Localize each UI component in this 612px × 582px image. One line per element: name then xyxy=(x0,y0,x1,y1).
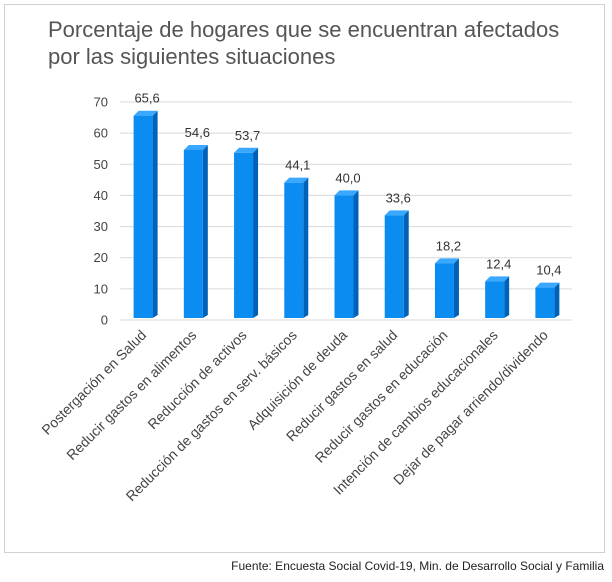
bar-side xyxy=(504,276,510,318)
bar-side xyxy=(403,210,409,318)
y-tick-label: 30 xyxy=(94,219,108,234)
bar-side xyxy=(353,190,359,318)
bar-side xyxy=(152,110,158,319)
bar-top xyxy=(284,177,309,183)
x-tick-label: Adquisición de deuda xyxy=(244,327,350,433)
bar xyxy=(234,152,254,318)
bar-top xyxy=(183,144,208,150)
y-tick-label: 60 xyxy=(94,126,108,141)
source-note: Fuente: Encuesta Social Covid-19, Min. d… xyxy=(231,559,604,573)
data-label: 10,4 xyxy=(536,263,561,278)
bar-side xyxy=(303,177,309,318)
x-tick-label: Reducción de activos xyxy=(144,327,249,432)
y-tick-label: 0 xyxy=(101,313,108,328)
y-axis-ticks: 0 10 20 30 40 50 60 70 xyxy=(94,95,108,328)
bar-top xyxy=(133,110,158,116)
bar xyxy=(284,182,304,318)
y-tick-label: 10 xyxy=(94,281,108,296)
bar xyxy=(334,195,354,318)
data-label: 53,7 xyxy=(235,128,260,143)
data-label: 12,4 xyxy=(486,256,511,271)
data-label: 54,6 xyxy=(185,125,210,140)
bars xyxy=(133,110,560,319)
data-label: 18,2 xyxy=(436,238,461,253)
bar-top xyxy=(234,147,259,153)
y-tick-label: 40 xyxy=(94,188,108,203)
bar-side xyxy=(554,282,560,318)
bar xyxy=(535,287,555,318)
data-label: 33,6 xyxy=(386,190,411,205)
bar xyxy=(133,115,153,319)
bar-top xyxy=(384,210,409,216)
chart-title: Porcentaje de hogares que se encuentran … xyxy=(48,17,560,69)
bar-top xyxy=(334,190,359,196)
bar-top xyxy=(535,282,560,288)
bar xyxy=(183,149,203,318)
data-label: 40,0 xyxy=(335,170,360,185)
y-tick-label: 50 xyxy=(94,157,108,172)
data-label: 44,1 xyxy=(285,158,310,173)
data-labels: 65,6 54,6 53,7 44,1 40,0 33,6 18,2 12,4 10,4 xyxy=(134,91,561,278)
bar xyxy=(485,281,505,318)
y-tick-label: 70 xyxy=(94,95,108,110)
bar-top xyxy=(434,258,459,264)
y-tick-label: 20 xyxy=(94,250,108,265)
bar-side xyxy=(253,147,259,318)
bar xyxy=(434,263,454,318)
bar-side xyxy=(453,258,459,318)
bar-top xyxy=(485,276,510,282)
data-label: 65,6 xyxy=(134,91,159,106)
bar xyxy=(384,215,404,318)
bar-side xyxy=(202,144,208,318)
